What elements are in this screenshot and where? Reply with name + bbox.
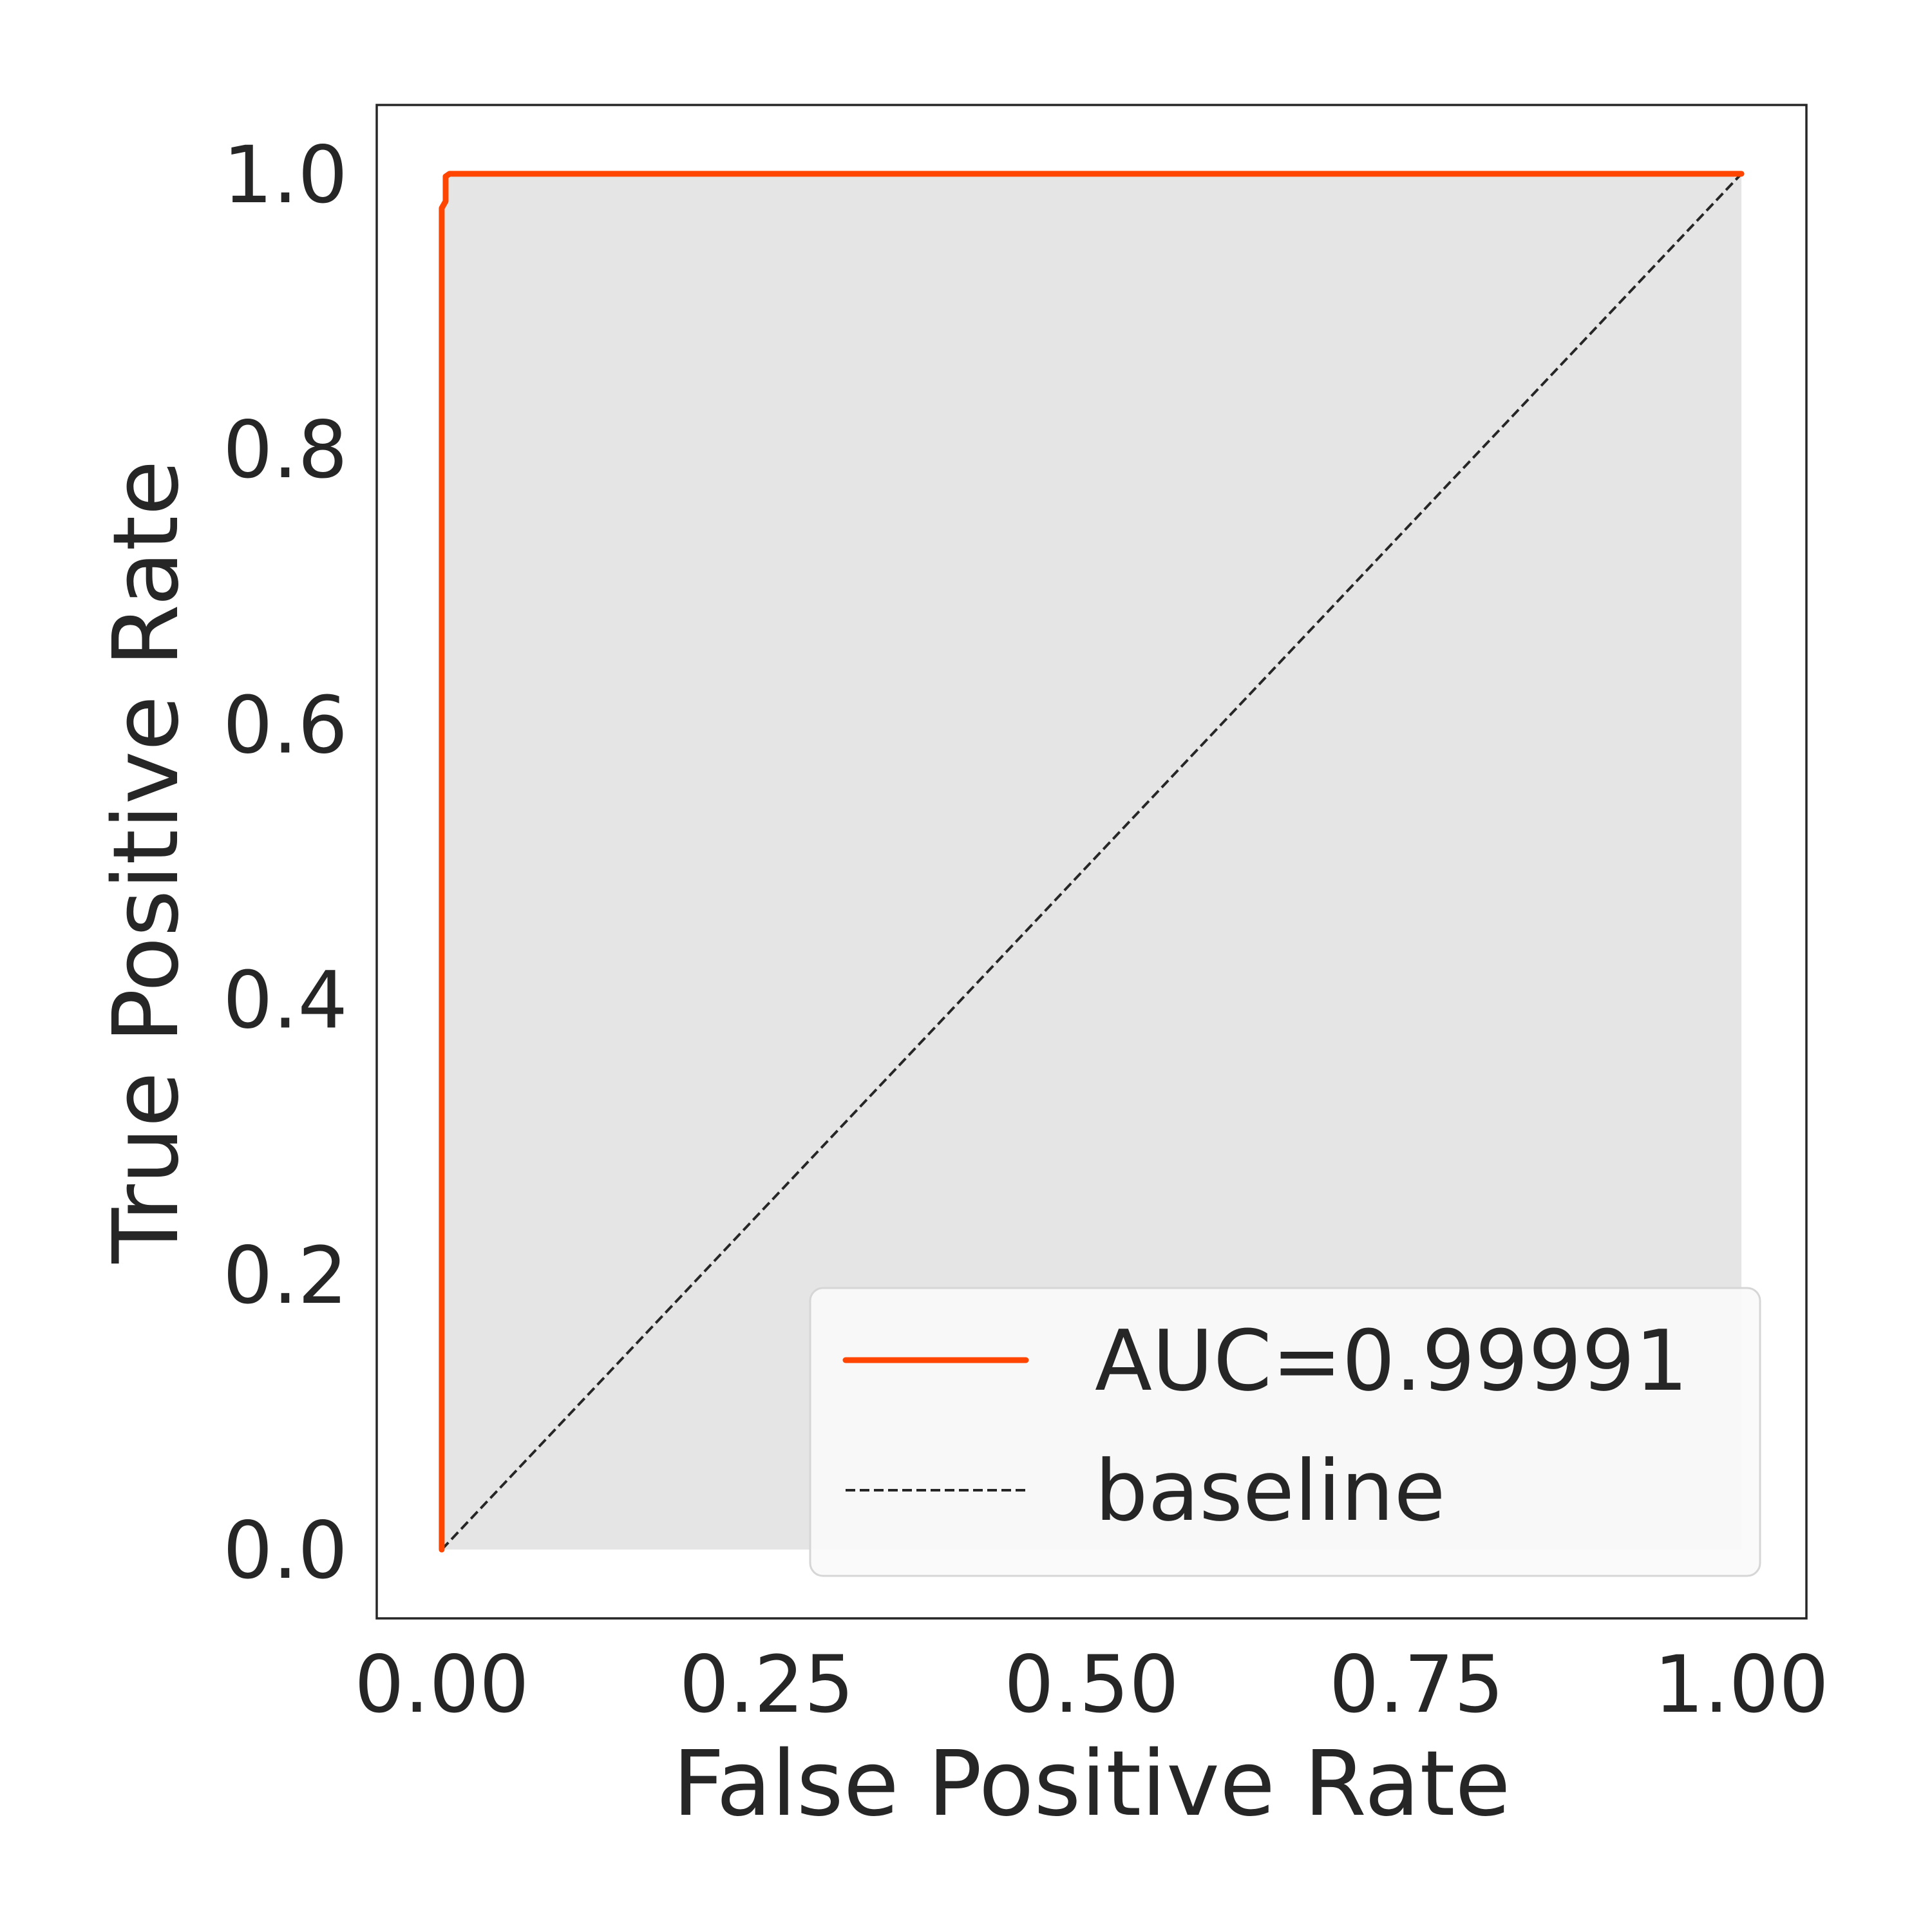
legend-entry-baseline: baseline [1095,1442,1446,1540]
y-axis-ticks: 0.0 0.2 0.4 0.6 0.8 1.0 [223,129,348,1596]
y-tick-label: 0.6 [223,679,348,771]
y-tick-label: 0.8 [223,404,348,496]
baseline-line [440,173,1743,1551]
x-tick-label: 0.00 [354,1639,529,1730]
y-tick-label: 0.0 [223,1505,348,1596]
plot-area [375,104,1808,1620]
legend: AUC=0.99991 baseline [809,1287,1761,1577]
legend-entry-roc: AUC=0.99991 [1095,1312,1688,1410]
axes-frame [375,104,1808,1620]
y-tick-label: 0.2 [223,1230,348,1321]
x-tick-label: 0.75 [1329,1639,1504,1730]
x-tick-label: 0.25 [679,1639,855,1730]
legend-box [809,1287,1761,1577]
y-tick-label: 1.0 [223,129,348,221]
y-axis-label: True Positive Rate [94,460,199,1264]
x-axis-ticks: 0.00 0.25 0.50 0.75 1.00 [354,1639,1829,1730]
x-axis-label: False Positive Rate [672,1732,1510,1837]
y-tick-label: 0.4 [223,955,348,1046]
roc-curve-line [439,171,1745,1553]
x-tick-label: 1.00 [1654,1639,1829,1730]
x-tick-label: 0.50 [1004,1639,1179,1730]
